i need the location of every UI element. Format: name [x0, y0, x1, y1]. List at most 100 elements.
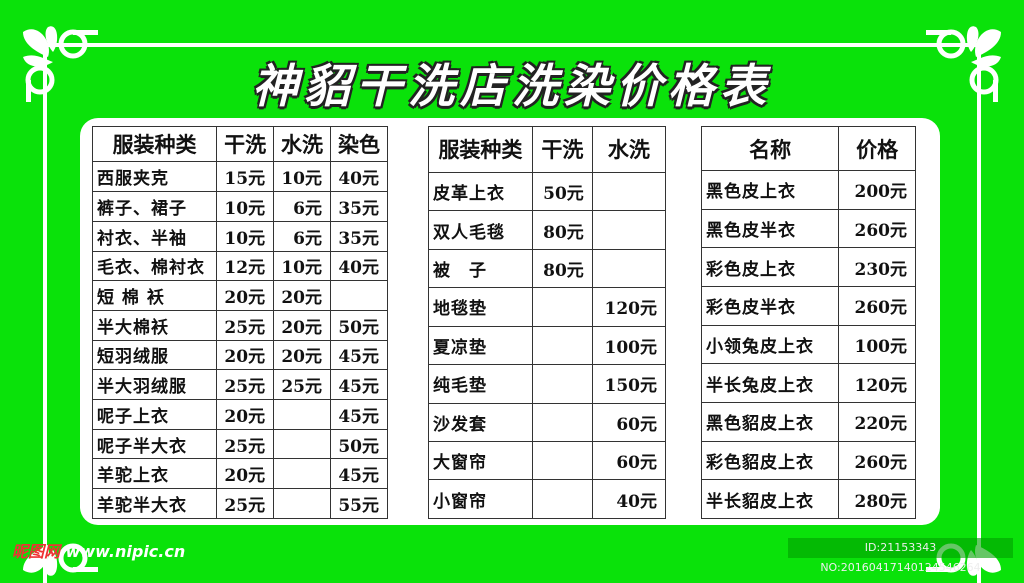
price-cell: 260元	[838, 208, 916, 249]
price-cell	[591, 210, 667, 250]
table-row: 半长貂皮上衣 280元	[700, 479, 916, 519]
table-header-row: 服装种类 干洗 水洗	[428, 126, 667, 173]
corner-ornament-icon	[23, 26, 98, 102]
price-cell: 50元	[531, 171, 593, 212]
table-row: 呢子上衣 20元 45元	[91, 399, 388, 430]
table-row: 小领兔皮上衣 100元	[700, 324, 916, 365]
table-row: 双人毛毯 80元	[428, 210, 667, 250]
item-name: 裤子、裙子	[91, 191, 218, 222]
column-header: 服装种类	[91, 125, 218, 163]
item-name: 短羽绒服	[91, 339, 218, 371]
column-header: 水洗	[591, 126, 667, 173]
corner-ornament-icon	[926, 26, 1001, 102]
price-cell: 20元	[273, 309, 332, 341]
table-row: 羊驼半大衣 25元 55元	[91, 488, 388, 519]
price-cell: 25元	[216, 309, 275, 341]
table-row: 呢子半大衣 25元 50元	[91, 428, 388, 460]
price-cell	[330, 280, 388, 311]
price-cell: 60元	[591, 402, 667, 443]
price-cell: 20元	[216, 458, 275, 490]
table-row: 短羽绒服 20元 20元 45元	[91, 339, 388, 371]
table-row: 彩色皮半衣 260元	[700, 285, 916, 326]
price-cell	[531, 287, 593, 327]
decorative-frame	[43, 43, 981, 583]
price-cell: 60元	[591, 441, 667, 481]
price-cell: 45元	[330, 399, 388, 430]
item-name: 彩色貂皮上衣	[700, 440, 840, 481]
price-cell: 150元	[591, 364, 667, 404]
table-row: 半长兔皮上衣 120元	[700, 363, 916, 403]
price-cell: 200元	[838, 170, 916, 210]
price-cell: 220元	[838, 401, 916, 442]
price-cell: 260元	[838, 285, 916, 326]
price-cell: 20元	[216, 399, 275, 430]
column-header: 染色	[330, 125, 388, 163]
price-cell: 35元	[330, 191, 388, 222]
price-cell: 15元	[216, 161, 275, 193]
table-row: 纯毛垫 150元	[428, 364, 667, 404]
table-row: 黑色貂皮上衣 220元	[700, 401, 916, 442]
price-cell: 25元	[216, 488, 275, 519]
price-cell: 20元	[216, 280, 275, 311]
item-name: 衬衣、半袖	[91, 220, 218, 252]
table-row: 彩色貂皮上衣 260元	[700, 440, 916, 481]
watermark-id: ID:21153343 NO:20160417140124546264	[788, 538, 1013, 574]
price-cell: 25元	[273, 369, 332, 401]
price-cell: 230元	[838, 247, 916, 287]
watermark-brand: 昵图网	[12, 542, 61, 561]
price-cell	[531, 364, 593, 404]
item-name: 纯毛垫	[428, 364, 533, 404]
price-cell: 100元	[591, 325, 667, 366]
item-name: 黑色貂皮上衣	[700, 401, 840, 442]
item-name: 被 子	[428, 248, 533, 289]
table-header-row: 服装种类 干洗 水洗 染色	[91, 125, 388, 163]
table-row: 彩色皮上衣 230元	[700, 247, 916, 287]
table-row: 黑色皮半衣 260元	[700, 208, 916, 249]
price-cell: 260元	[838, 440, 916, 481]
watermark-logo: 昵图网 www.nipic.cn	[12, 538, 185, 562]
price-cell: 45元	[330, 339, 388, 371]
price-cell	[273, 488, 332, 519]
price-cell: 10元	[216, 220, 275, 252]
table-row: 半大棉袄 25元 20元 50元	[91, 309, 388, 341]
table-row: 皮革上衣 50元	[428, 171, 667, 212]
item-name: 小领兔皮上衣	[700, 324, 840, 365]
price-cell: 40元	[330, 161, 388, 193]
item-name: 小窗帘	[428, 479, 533, 519]
price-table-clothing: 服装种类 干洗 水洗 染色 西服夹克 15元 10元 40元 裤子、裙子 10元 6元 35元 衬衣、半…	[91, 125, 388, 519]
price-cell: 40元	[330, 250, 388, 282]
column-header: 干洗	[531, 126, 593, 173]
price-cell: 10元	[216, 191, 275, 222]
price-cell: 45元	[330, 458, 388, 490]
table-header-row: 名称 价格	[700, 126, 916, 171]
price-cell	[591, 171, 667, 212]
table-row: 裤子、裙子 10元 6元 35元	[91, 191, 388, 222]
price-cell: 20元	[273, 280, 332, 311]
table-row: 被 子 80元	[428, 248, 667, 289]
table-row: 夏凉垫 100元	[428, 325, 667, 366]
item-name: 双人毛毯	[428, 210, 533, 250]
watermark-site: www.nipic.cn	[65, 542, 186, 561]
page-title: 神貂干洗店洗染价格表	[252, 59, 772, 113]
table-row: 西服夹克 15元 10元 40元	[91, 161, 388, 193]
column-header: 名称	[700, 126, 840, 171]
table-row: 半大羽绒服 25元 25元 45元	[91, 369, 388, 401]
item-name: 彩色皮上衣	[700, 247, 840, 287]
table-row: 小窗帘 40元	[428, 479, 667, 519]
item-name: 羊驼半大衣	[91, 488, 218, 519]
price-cell: 80元	[531, 210, 593, 250]
price-cell: 80元	[531, 248, 593, 289]
price-cell: 45元	[330, 369, 388, 401]
item-name: 黑色皮上衣	[700, 170, 840, 210]
price-table-leather: 名称 价格 黑色皮上衣 200元 黑色皮半衣 260元 彩色皮上衣 230元 彩色皮半衣 260元…	[700, 126, 916, 519]
item-name: 半长貂皮上衣	[700, 479, 840, 519]
price-cell: 25元	[216, 428, 275, 460]
price-cell: 280元	[838, 479, 916, 519]
item-name: 黑色皮半衣	[700, 208, 840, 249]
price-cell: 6元	[273, 191, 332, 222]
price-cell: 35元	[330, 220, 388, 252]
item-name: 毛衣、棉衬衣	[91, 250, 218, 282]
price-cell	[273, 428, 332, 460]
item-name: 大窗帘	[428, 441, 533, 481]
price-cell: 6元	[273, 220, 332, 252]
